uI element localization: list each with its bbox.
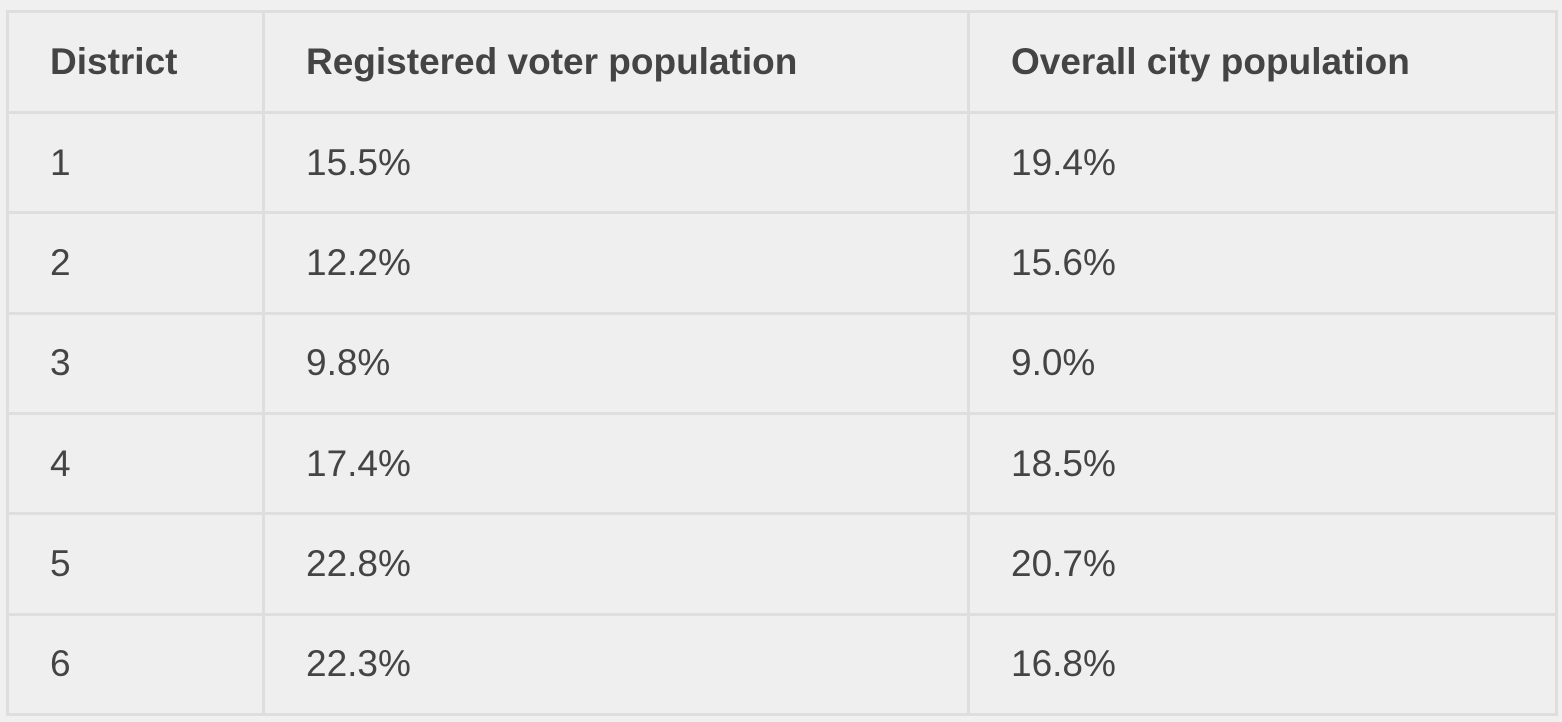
- cell-registered-voter-population: 12.2%: [262, 211, 970, 315]
- cell-overall-city-population: 18.5%: [967, 411, 1558, 516]
- table-header-row: District Registered voter population Ove…: [6, 10, 1558, 114]
- cell-district: 4: [6, 411, 265, 516]
- cell-district: 5: [6, 512, 265, 616]
- header-overall-city-population: Overall city population: [967, 10, 1558, 114]
- cell-overall-city-population: 9.0%: [967, 311, 1558, 415]
- header-registered-voter-population: Registered voter population: [262, 10, 970, 114]
- table-row: 5 22.8% 20.7%: [6, 512, 1558, 616]
- cell-district: 1: [6, 110, 265, 215]
- cell-registered-voter-population: 9.8%: [262, 311, 970, 415]
- cell-district: 6: [6, 612, 265, 717]
- cell-registered-voter-population: 15.5%: [262, 110, 970, 215]
- table-row: 4 17.4% 18.5%: [6, 411, 1558, 516]
- table-row: 1 15.5% 19.4%: [6, 110, 1558, 215]
- cell-registered-voter-population: 22.8%: [262, 512, 970, 616]
- table-row: 6 22.3% 16.8%: [6, 612, 1558, 717]
- cell-overall-city-population: 16.8%: [967, 612, 1558, 717]
- cell-district: 2: [6, 211, 265, 315]
- cell-registered-voter-population: 22.3%: [262, 612, 970, 717]
- cell-overall-city-population: 15.6%: [967, 211, 1558, 315]
- district-population-table: District Registered voter population Ove…: [6, 10, 1558, 717]
- cell-district: 3: [6, 311, 265, 415]
- cell-overall-city-population: 19.4%: [967, 110, 1558, 215]
- cell-registered-voter-population: 17.4%: [262, 411, 970, 516]
- cell-overall-city-population: 20.7%: [967, 512, 1558, 616]
- header-district: District: [6, 10, 265, 114]
- table-row: 2 12.2% 15.6%: [6, 211, 1558, 315]
- district-population-table-container: District Registered voter population Ove…: [6, 10, 1558, 717]
- table-row: 3 9.8% 9.0%: [6, 311, 1558, 415]
